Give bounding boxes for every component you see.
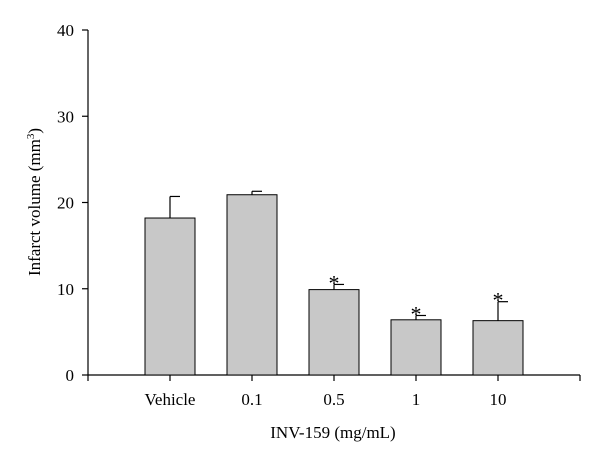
significance-star: * <box>329 270 340 295</box>
error-bars <box>169 190 508 321</box>
x-tick-label: 0.1 <box>241 390 262 409</box>
y-tick-label: 30 <box>57 107 74 126</box>
y-axis-title-suffix: ) <box>25 128 44 134</box>
x-tick-label: 1 <box>412 390 421 409</box>
bar <box>390 319 442 376</box>
bar <box>226 194 278 376</box>
error-bar <box>497 301 508 321</box>
y-axis-title-main: Infarct volume (mm <box>25 139 44 276</box>
y-axis-title: Infarct volume (mm3) <box>25 128 44 276</box>
x-ticks: Vehicle 0.1 0.5 1 10 <box>87 375 581 409</box>
significance-star: * <box>411 301 422 326</box>
error-bar <box>251 190 262 195</box>
significance-star: * <box>493 288 504 313</box>
y-ticks: 0 10 20 30 40 <box>57 21 88 385</box>
y-tick-label: 20 <box>57 194 74 213</box>
x-tick-label: Vehicle <box>145 390 196 409</box>
x-tick-label: 10 <box>490 390 507 409</box>
y-axis-title-superscript: 3 <box>25 133 37 139</box>
error-bar <box>169 195 180 219</box>
bar <box>472 320 524 376</box>
x-tick-label: 0.5 <box>323 390 344 409</box>
bar <box>308 289 360 376</box>
y-tick-label: 10 <box>57 280 74 299</box>
y-tick-label: 40 <box>57 21 74 40</box>
bars <box>144 194 524 376</box>
error-bar <box>333 283 344 290</box>
y-tick-label: 0 <box>66 366 75 385</box>
bar <box>144 217 196 376</box>
x-axis-title: INV-159 (mg/mL) <box>270 423 395 442</box>
error-bar <box>415 314 426 320</box>
significance-markers: * * * <box>329 270 504 326</box>
